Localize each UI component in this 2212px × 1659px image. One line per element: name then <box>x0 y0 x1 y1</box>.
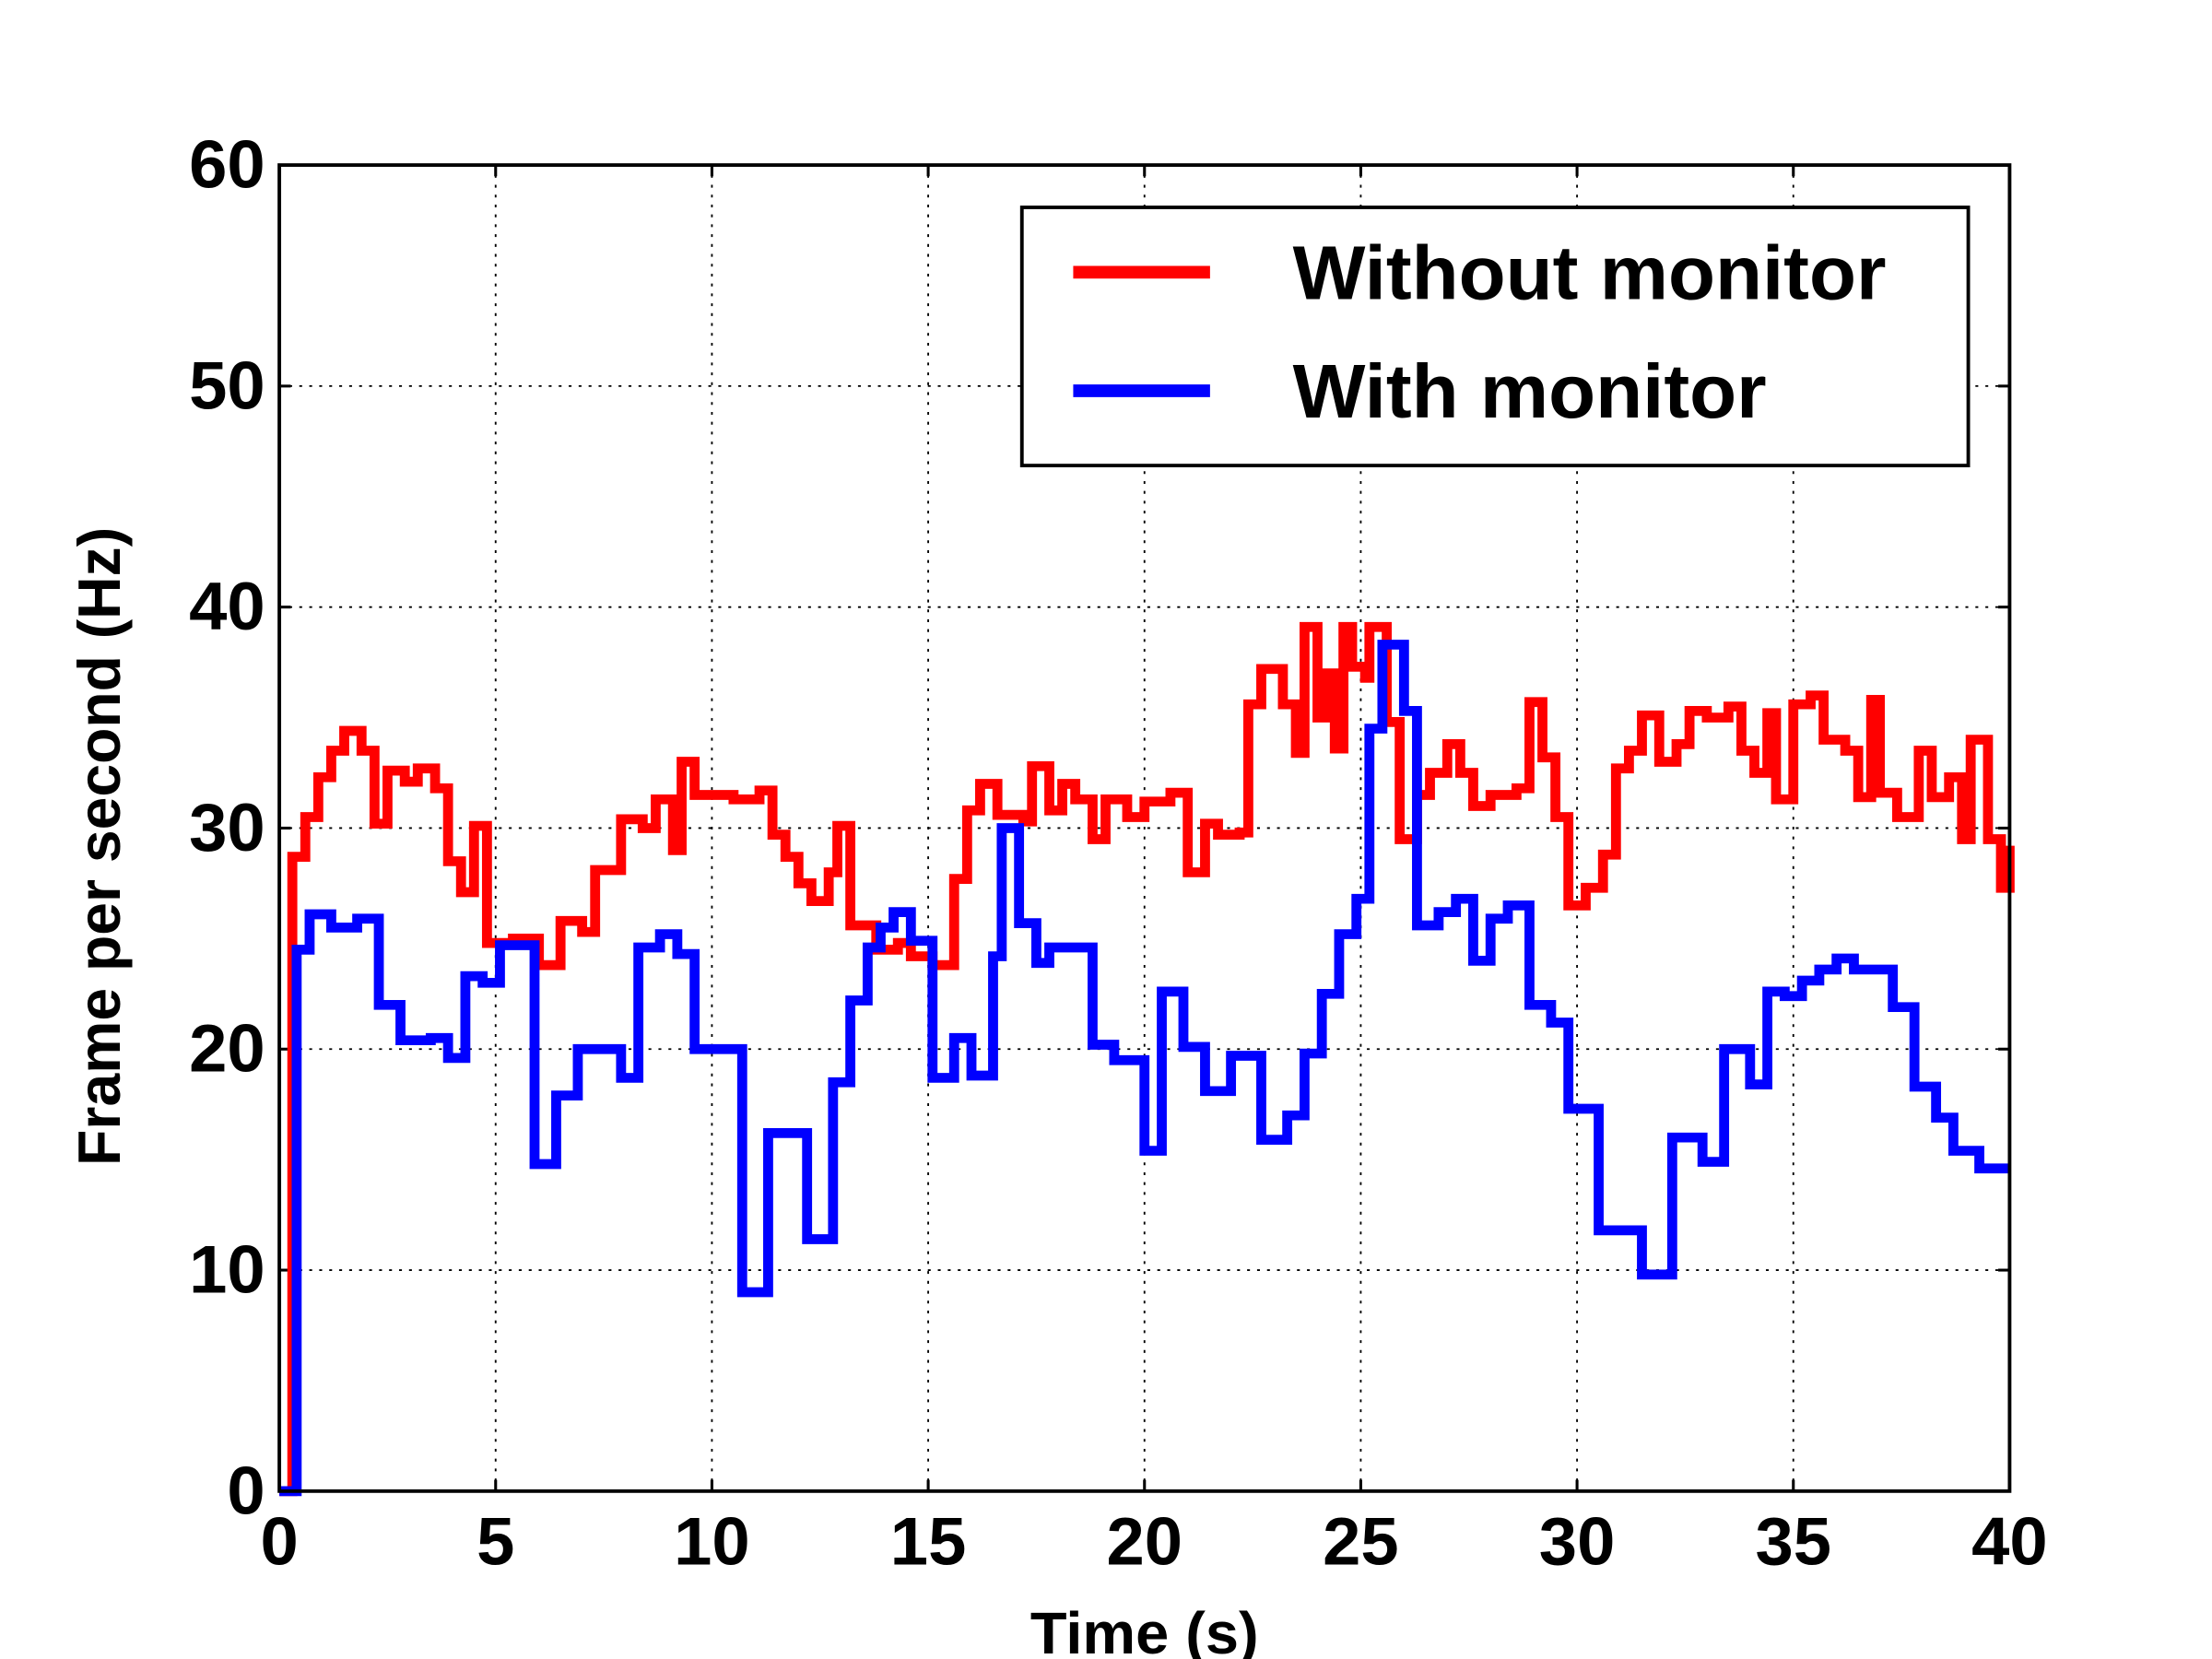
x-tick-label: 20 <box>1106 1503 1182 1580</box>
y-tick-label: 60 <box>189 126 265 203</box>
series-line <box>279 640 2010 1497</box>
x-tick-label: 5 <box>477 1503 514 1580</box>
y-tick-label: 30 <box>189 789 265 865</box>
x-tick-label: 35 <box>1755 1503 1831 1580</box>
x-tick-label: 10 <box>674 1503 750 1580</box>
y-axis-label: Frame per second (Hz) <box>66 527 133 1166</box>
legend-label: Without monitor <box>1293 230 1887 316</box>
x-tick-label: 40 <box>1971 1503 2048 1580</box>
y-tick-label: 50 <box>189 347 265 424</box>
x-tick-label: 15 <box>890 1503 967 1580</box>
plot-frame <box>277 163 2012 1493</box>
y-tick-label: 40 <box>189 569 265 645</box>
series-line <box>279 621 2015 1497</box>
legend-label: With monitor <box>1293 348 1767 434</box>
legend-box <box>1019 206 1971 468</box>
x-tick-label: 25 <box>1323 1503 1399 1580</box>
y-tick-label: 20 <box>189 1010 265 1087</box>
y-tick-label: 10 <box>189 1231 265 1308</box>
x-axis-label: Time (s) <box>1030 1600 1259 1659</box>
x-tick-label: 30 <box>1539 1503 1616 1580</box>
x-tick-label: 0 <box>260 1503 298 1580</box>
y-tick-label: 0 <box>227 1453 265 1529</box>
